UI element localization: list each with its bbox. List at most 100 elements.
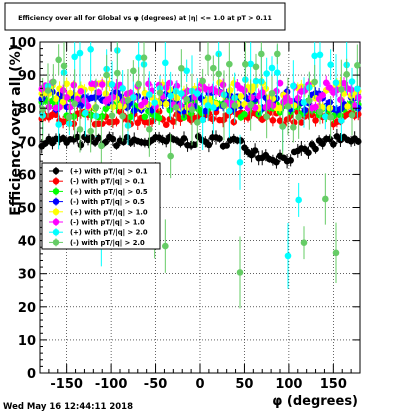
data-point xyxy=(351,102,358,109)
data-point xyxy=(295,113,302,121)
data-point xyxy=(306,97,313,104)
data-point xyxy=(91,80,99,88)
data-point xyxy=(76,49,84,57)
data-point xyxy=(312,103,319,111)
data-point xyxy=(332,249,340,257)
data-point xyxy=(45,103,53,111)
data-point xyxy=(338,117,345,124)
data-point xyxy=(52,95,60,103)
x-tick-label: -150 xyxy=(50,377,83,392)
data-point xyxy=(166,106,174,114)
data-point xyxy=(183,95,190,103)
data-point xyxy=(141,113,149,121)
data-point xyxy=(146,91,153,98)
data-point xyxy=(204,102,212,109)
data-point xyxy=(162,100,170,108)
data-point xyxy=(120,138,127,146)
y-axis-label: Efficiency over all (%) xyxy=(8,45,24,216)
data-point xyxy=(98,81,106,88)
data-point xyxy=(50,78,57,86)
legend-label: (+) with pT/|q| > 2.0 xyxy=(70,229,148,238)
data-point xyxy=(258,50,265,58)
y-tick-label: 100 xyxy=(9,36,36,51)
data-point xyxy=(151,99,158,107)
data-point xyxy=(327,114,334,121)
data-point xyxy=(127,113,134,121)
data-point xyxy=(279,123,286,130)
data-point xyxy=(252,63,260,71)
data-point xyxy=(248,94,255,101)
data-point xyxy=(63,94,70,101)
data-point xyxy=(141,98,149,106)
x-axis-label: φ (degrees) xyxy=(272,394,358,409)
y-tick-label: 20 xyxy=(18,301,36,316)
data-point xyxy=(298,119,305,126)
data-point xyxy=(194,90,201,97)
data-point xyxy=(173,82,181,90)
data-point xyxy=(301,106,309,114)
data-point xyxy=(308,141,316,148)
data-point xyxy=(248,86,255,94)
data-point xyxy=(77,88,85,95)
series-0 xyxy=(38,128,362,169)
x-tick-label: -50 xyxy=(144,377,168,392)
data-point xyxy=(354,61,361,69)
data-point xyxy=(326,104,334,112)
data-point xyxy=(354,94,362,101)
x-tick-label: 100 xyxy=(275,377,302,392)
legend: (+) with pT/|q| > 0.1(-) with pT/|q| > 0… xyxy=(41,162,161,250)
data-point xyxy=(326,98,334,106)
legend-marker xyxy=(52,167,60,175)
data-point xyxy=(241,110,248,118)
data-point xyxy=(194,119,201,126)
data-point xyxy=(241,87,248,94)
data-point xyxy=(347,86,355,93)
x-tick-label: 50 xyxy=(235,377,253,392)
data-point xyxy=(59,98,67,106)
data-point xyxy=(300,99,308,106)
data-point xyxy=(230,118,238,126)
data-point xyxy=(274,50,281,58)
y-tick-label: 80 xyxy=(18,102,36,117)
data-point xyxy=(348,78,356,85)
data-series xyxy=(38,42,362,309)
data-point xyxy=(98,142,105,150)
data-point xyxy=(119,112,126,120)
data-point xyxy=(102,90,110,97)
data-point xyxy=(337,105,344,113)
data-point xyxy=(130,67,137,75)
data-point xyxy=(215,70,222,78)
data-point xyxy=(290,102,298,109)
data-point xyxy=(219,116,227,124)
data-point xyxy=(247,101,254,109)
data-point xyxy=(326,84,334,92)
data-point xyxy=(113,118,120,125)
data-point xyxy=(273,158,280,166)
data-point xyxy=(44,87,52,94)
data-point xyxy=(354,110,362,118)
data-point xyxy=(123,133,131,141)
data-point xyxy=(319,140,326,148)
data-point xyxy=(180,135,188,142)
data-point xyxy=(330,140,337,148)
legend-label: (+) with pT/|q| > 0.5 xyxy=(70,188,148,197)
data-point xyxy=(146,125,153,133)
data-point xyxy=(311,52,318,60)
data-point xyxy=(223,142,230,149)
data-point xyxy=(109,135,117,143)
data-point xyxy=(84,102,92,110)
data-point xyxy=(268,89,276,97)
data-point xyxy=(130,94,137,101)
data-point xyxy=(55,56,62,64)
data-point xyxy=(155,114,163,122)
data-point xyxy=(312,145,319,153)
data-point xyxy=(95,134,102,142)
data-point xyxy=(241,144,248,151)
data-point xyxy=(326,135,334,143)
data-point xyxy=(237,93,245,100)
title-box xyxy=(4,2,286,31)
data-point xyxy=(130,107,138,114)
data-point xyxy=(280,98,287,106)
data-point xyxy=(98,120,106,127)
